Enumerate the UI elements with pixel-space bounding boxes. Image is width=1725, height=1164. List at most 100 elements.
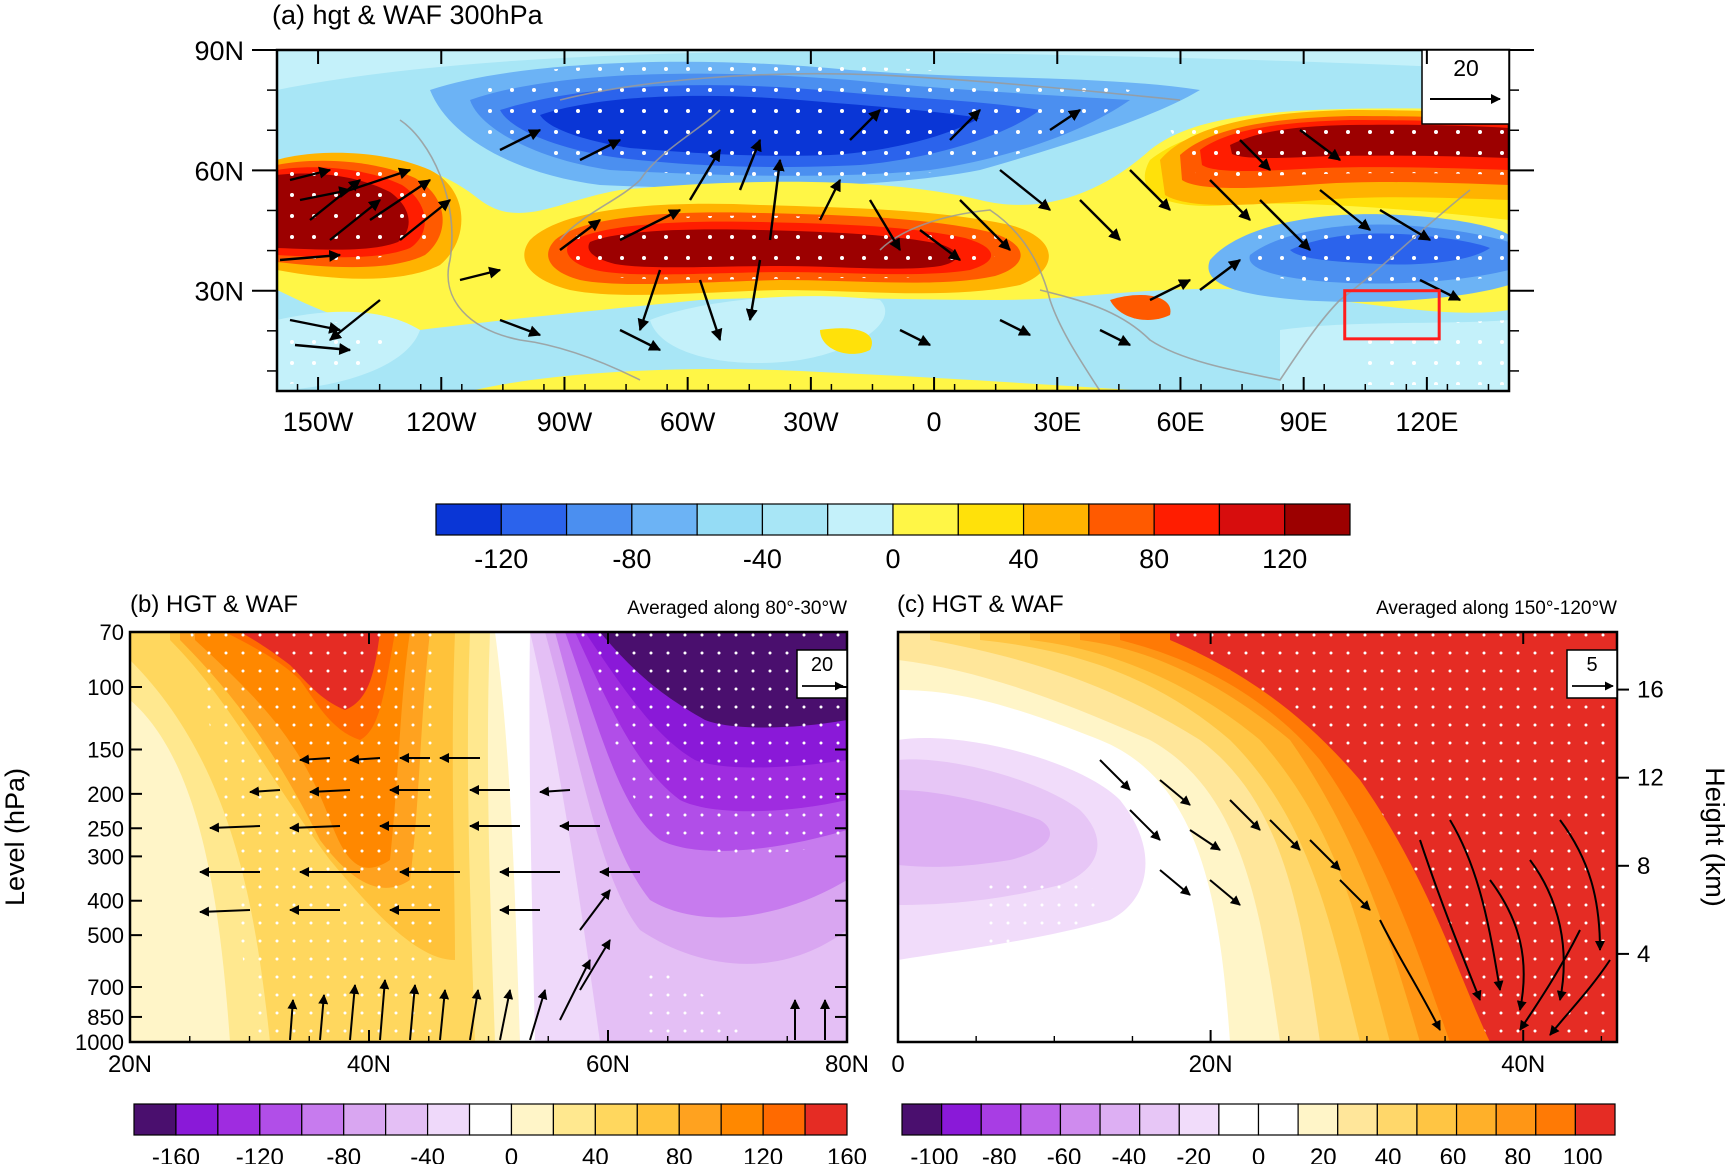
- colorbar-swatch: [343, 1103, 387, 1136]
- y2-tick-label: 12: [1637, 765, 1664, 792]
- x-tick-label: 20N: [1189, 1051, 1233, 1078]
- x-tick-label: 80N: [825, 1051, 869, 1078]
- colorbar-tick-label: 80: [1139, 544, 1169, 574]
- x-tick-label: 40N: [1501, 1051, 1545, 1078]
- colorbar-tick-label: 40: [1375, 1144, 1402, 1164]
- colorbar-swatch: [1022, 503, 1090, 536]
- colorbar-swatch: [175, 1103, 219, 1136]
- x-tick-label: 0: [891, 1051, 904, 1078]
- colorbar-swatch: [1297, 1103, 1339, 1136]
- colorbar-tick-label: 60: [1440, 1144, 1467, 1164]
- y-tick-label: 250: [87, 816, 124, 841]
- x-tick-label: 120W: [406, 407, 477, 437]
- panel-a-reference-label: 20: [1453, 55, 1479, 81]
- panel-b-ylabel: Level (hPa): [0, 768, 30, 906]
- panel-c-y2label: Height (km): [1700, 767, 1725, 907]
- x-tick-label: 60N: [586, 1051, 630, 1078]
- colorbar-swatch: [941, 1103, 982, 1136]
- panel-c-subtitle: Averaged along 150°-120°W: [1376, 598, 1617, 619]
- colorbar-tick-label: -20: [1176, 1144, 1211, 1164]
- colorbar-swatch: [804, 1103, 848, 1136]
- colorbar-swatch: [510, 1103, 555, 1136]
- colorbar-tick-label: -40: [410, 1144, 445, 1164]
- colorbar-swatch: [892, 503, 959, 536]
- y-tick-label: 700: [87, 975, 124, 1000]
- colorbar-swatch: [385, 1103, 429, 1136]
- x-tick-label: 120E: [1395, 407, 1458, 437]
- panel-c-title: (c) HGT & WAF: [897, 591, 1064, 618]
- x-tick-label: 0: [927, 407, 942, 437]
- panel-a-reference-vector: 20: [1421, 49, 1510, 125]
- panel-a-field: [277, 50, 1509, 391]
- panel-b-title: (b) HGT & WAF: [130, 591, 298, 618]
- y-tick-label: 90N: [194, 36, 244, 66]
- colorbar-tick-label: 0: [505, 1144, 518, 1164]
- colorbar-tick-label: 100: [1563, 1144, 1603, 1164]
- colorbar-swatch: [678, 1103, 722, 1136]
- colorbar-swatch: [435, 503, 502, 536]
- panel-b-colorbar: -160 -120 -80 -40 0 40 80 120 160: [133, 1103, 867, 1164]
- x-tick-label: 30E: [1033, 407, 1081, 437]
- colorbar-swatch: [565, 503, 633, 536]
- colorbar-swatch: [1099, 1103, 1141, 1136]
- colorbar-swatch: [1218, 1103, 1260, 1136]
- x-tick-label: 90W: [537, 407, 593, 437]
- colorbar-tick-label: 80: [1504, 1144, 1531, 1164]
- y-tick-label: 1000: [75, 1030, 124, 1055]
- colorbar-tick-label: -120: [474, 544, 528, 574]
- colorbar-swatch: [1284, 503, 1351, 536]
- colorbar-tick-label: -160: [152, 1144, 200, 1164]
- colorbar-swatch: [980, 1103, 1022, 1136]
- colorbar-swatch: [1020, 1103, 1062, 1136]
- x-tick-label: 60E: [1156, 407, 1204, 437]
- y-tick-label: 400: [87, 889, 124, 914]
- y-tick-label: 60N: [194, 156, 244, 186]
- panel-b-vectors: [199, 753, 830, 1041]
- colorbar-tick-label: -40: [1112, 1144, 1147, 1164]
- panel-b-axes: 20N 40N 60N 80N 70 100 150 200 250 300 400 500 700 85…: [75, 620, 869, 1078]
- panel-c-axes: 0 20N 40N 16 12 8 4: [891, 632, 1664, 1078]
- colorbar-tick-label: 120: [743, 1144, 783, 1164]
- panel-b-field: [130, 632, 847, 1042]
- x-tick-label: 60W: [660, 407, 716, 437]
- x-tick-label: 90E: [1280, 407, 1328, 437]
- colorbar-swatch: [696, 503, 764, 536]
- colorbar-tick-label: 0: [885, 544, 900, 574]
- x-tick-label: 20N: [108, 1051, 152, 1078]
- colorbar-swatch: [217, 1103, 261, 1136]
- colorbar-swatch: [1139, 1103, 1180, 1136]
- colorbar-swatch: [594, 1103, 638, 1136]
- x-tick-label: 150W: [283, 407, 354, 437]
- colorbar-tick-label: 160: [827, 1144, 867, 1164]
- panel-a-title: (a) hgt & WAF 300hPa: [272, 0, 544, 30]
- panel-a: (a) hgt & WAF 300hPa: [194, 0, 1534, 437]
- y-tick-label: 300: [87, 844, 124, 869]
- colorbar-tick-label: 20: [1310, 1144, 1337, 1164]
- colorbar-swatch: [720, 1103, 764, 1136]
- panel-b-subtitle: Averaged along 80°-30°W: [627, 598, 847, 619]
- colorbar-tick-label: -80: [326, 1144, 361, 1164]
- colorbar-swatch: [1416, 1103, 1458, 1136]
- colorbar-swatch: [1535, 1103, 1576, 1136]
- y-tick-label: 30N: [194, 277, 244, 307]
- y2-tick-label: 8: [1637, 853, 1650, 880]
- y-tick-label: 200: [87, 782, 124, 807]
- colorbar-swatch: [1059, 1103, 1101, 1136]
- panel-c-field: [898, 632, 1617, 1042]
- colorbar-tick-label: -100: [910, 1144, 958, 1164]
- y-tick-label: 850: [87, 1005, 124, 1030]
- panel-b-reference-label: 20: [811, 654, 833, 676]
- colorbar-swatch: [1218, 503, 1286, 536]
- colorbar-swatch: [957, 503, 1025, 536]
- panel-c-reference-label: 5: [1586, 654, 1597, 676]
- colorbar-swatch: [761, 503, 829, 536]
- panel-a-frame: [275, 48, 1511, 393]
- colorbar-swatch: [133, 1103, 177, 1136]
- colorbar-tick-label: 0: [1252, 1144, 1265, 1164]
- panel-c-vectors: [1099, 759, 1611, 1036]
- colorbar-swatch: [1178, 1103, 1220, 1136]
- colorbar-swatch: [901, 1103, 943, 1136]
- panel-b-reference-vector: 20: [796, 649, 848, 699]
- y-tick-label: 100: [87, 675, 124, 700]
